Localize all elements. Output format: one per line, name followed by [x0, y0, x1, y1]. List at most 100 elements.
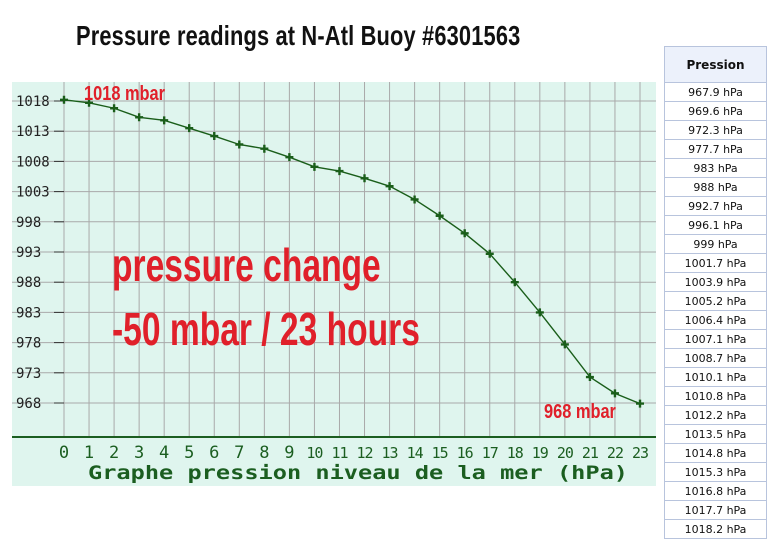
data-point: [360, 174, 369, 183]
data-point: [160, 116, 169, 125]
x-axis-label: Graphe pression niveau de la mer (hPa): [88, 462, 628, 484]
table-row: 1010.8 hPa: [664, 386, 767, 406]
table-row: 1005.2 hPa: [664, 291, 767, 311]
x-tick-label: 15: [432, 444, 448, 462]
x-tick-label: 16: [457, 444, 474, 462]
data-point: [636, 399, 644, 408]
table-cell: 1017.7 hPa: [664, 500, 767, 520]
table-cell: 972.3 hPa: [664, 120, 767, 140]
table-cell: 999 hPa: [664, 234, 767, 254]
data-point: [435, 211, 444, 220]
x-tick-label: 8: [259, 443, 269, 463]
change-label-line1: pressure change: [112, 240, 381, 291]
data-point: [235, 140, 244, 149]
table-row: 1014.8 hPa: [664, 443, 767, 463]
table-cell: 1001.7 hPa: [664, 253, 767, 273]
series-line: [63, 99, 641, 405]
table-cell: 1010.1 hPa: [664, 367, 767, 387]
table-cell: 1015.3 hPa: [664, 462, 767, 482]
x-tick-label: 13: [382, 444, 398, 462]
x-tick-label: 23: [632, 444, 648, 462]
table-cell: 1006.4 hPa: [664, 310, 767, 330]
y-tick-label: 1018: [16, 94, 50, 110]
y-tick-label: 993: [16, 245, 41, 261]
data-point: [110, 104, 119, 113]
table-body: 967.9 hPa 969.6 hPa 972.3 hPa 977.7 hPa 983 …: [664, 82, 767, 539]
x-tick-label: 5: [184, 443, 194, 463]
data-point: [535, 308, 544, 317]
table-row: 1015.3 hPa: [664, 462, 767, 482]
y-tick-label: 988: [16, 275, 41, 291]
x-tick-label: 22: [607, 444, 623, 462]
data-point: [460, 229, 469, 238]
x-tick-label: 0: [59, 443, 69, 463]
table-cell: 1010.8 hPa: [664, 386, 767, 406]
table-cell: 967.9 hPa: [664, 82, 767, 102]
x-tick-label: 3: [134, 443, 144, 463]
table-cell: 1013.5 hPa: [664, 424, 767, 444]
table-row: 996.1 hPa: [664, 215, 767, 235]
table-row: 1001.7 hPa: [664, 253, 767, 273]
annotations: 1018 mbar 968 mbar pressure change -50 m…: [84, 81, 616, 422]
table-cell: 1018.2 hPa: [664, 519, 767, 539]
series-group: [60, 95, 644, 408]
x-tick-label: 2: [109, 443, 119, 463]
y-tick-labels: 1018 1013 1008 1003 998 993 988 983 978 973 968: [16, 94, 64, 412]
table-row: 972.3 hPa: [664, 120, 767, 140]
table-cell: 1003.9 hPa: [664, 272, 767, 292]
y-tick-label: 1013: [16, 124, 50, 140]
table-cell: 988 hPa: [664, 177, 767, 197]
data-point: [335, 167, 344, 176]
table-cell: 1007.1 hPa: [664, 329, 767, 349]
table-row: 1010.1 hPa: [664, 367, 767, 387]
table-row: 999 hPa: [664, 234, 767, 254]
table-row: 1007.1 hPa: [664, 329, 767, 349]
table-cell: 969.6 hPa: [664, 101, 767, 121]
table-cell: 1016.8 hPa: [664, 481, 767, 501]
table-cell: 1014.8 hPa: [664, 443, 767, 463]
table-row: 1016.8 hPa: [664, 481, 767, 501]
data-point: [285, 153, 294, 162]
x-tick-label: 11: [331, 444, 348, 462]
y-tick-label: 968: [16, 396, 41, 412]
start-label: 1018 mbar: [84, 81, 165, 104]
x-tick-label: 1: [84, 443, 94, 463]
table-row: 988 hPa: [664, 177, 767, 197]
x-tick-label: 14: [407, 444, 424, 462]
x-tick-label: 19: [532, 444, 549, 462]
data-point: [310, 162, 319, 171]
x-tick-label: 4: [159, 443, 169, 463]
y-tick-label: 1003: [16, 185, 50, 201]
data-point: [510, 278, 519, 287]
data-point: [560, 340, 569, 349]
data-point: [585, 373, 594, 382]
table-row: 967.9 hPa: [664, 82, 767, 102]
table-cell: 1008.7 hPa: [664, 348, 767, 368]
table-header: Pression: [664, 46, 767, 83]
table-row: 1013.5 hPa: [664, 424, 767, 444]
y-tick-label: 1008: [16, 154, 50, 170]
table-row: 977.7 hPa: [664, 139, 767, 159]
data-point: [410, 195, 419, 204]
y-tick-label: 973: [16, 366, 41, 382]
table-row: 969.6 hPa: [664, 101, 767, 121]
y-tick-label: 978: [16, 336, 41, 352]
table-row: 1017.7 hPa: [664, 500, 767, 520]
table-row: 1018.2 hPa: [664, 519, 767, 539]
end-label: 968 mbar: [544, 399, 616, 422]
x-tick-label: 9: [284, 443, 294, 463]
table-cell: 996.1 hPa: [664, 215, 767, 235]
data-point: [210, 132, 219, 141]
x-tick-label: 6: [209, 443, 219, 463]
x-tick-label: 7: [234, 443, 244, 463]
table-cell: 1012.2 hPa: [664, 405, 767, 425]
data-point: [135, 113, 144, 122]
table-row: 1003.9 hPa: [664, 272, 767, 292]
x-tick-label: 20: [557, 444, 574, 462]
x-tick-label: 10: [306, 444, 323, 462]
grid: [12, 82, 656, 437]
data-point: [610, 389, 619, 398]
table-row: 992.7 hPa: [664, 196, 767, 216]
chart-title: Pressure readings at N-Atl Buoy #6301563: [76, 20, 521, 51]
